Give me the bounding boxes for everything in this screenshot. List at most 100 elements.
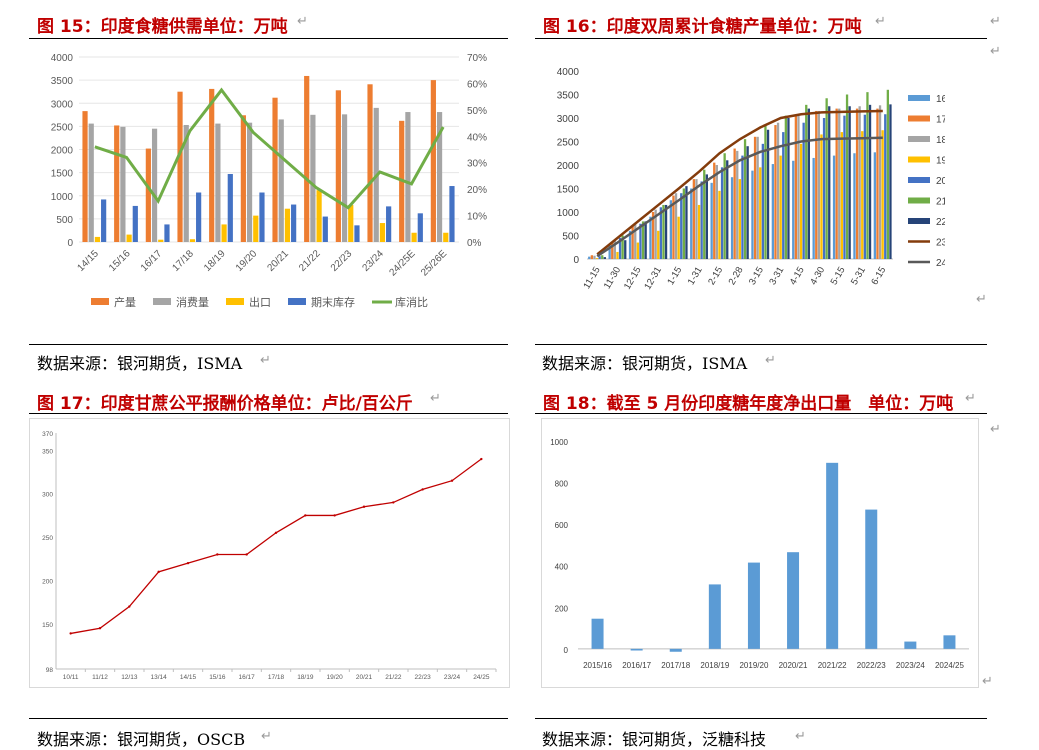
bar [774,125,777,259]
bar [603,257,606,259]
line-series [596,109,883,256]
bar [747,562,760,649]
y-tick-label: 300 [42,492,53,499]
legend-label: 库消比 [395,295,428,309]
bar [822,118,826,259]
bar [436,112,443,242]
x-tick-label: 23/24 [360,248,386,274]
bar [680,193,683,259]
x-tick-label: 17/18 [170,248,196,274]
bar [595,258,599,259]
x-tick-label: 6-15 [869,265,888,287]
x-tick-label: 5-15 [829,265,848,287]
line-series [94,87,445,210]
y-tick-label: 2500 [51,122,74,133]
bar [253,215,259,242]
fig18-chart: 0 200 400 600 800 1000 2015/16 2016/17 2017/18 20… [550,438,969,670]
bar [866,92,869,260]
data-point [216,553,219,556]
y2-tick-label: 60% [467,79,487,90]
bar [812,157,815,259]
return-mark: ↵ [990,44,1001,59]
bar [601,255,604,259]
x-tick-label: 2018/19 [700,661,729,670]
x-tick-label: 1-31 [686,265,705,287]
bar [657,230,660,259]
y2-tick-label: 20% [467,185,487,196]
y-tick-label: 3500 [51,76,74,87]
bar [703,169,706,259]
data-point [450,479,454,482]
bar [825,98,828,259]
x-tick-label: 2015/16 [583,661,612,670]
y-tick-label: 250 [42,535,53,542]
bar [782,132,785,259]
data-point [304,514,307,517]
y-tick-label: 4000 [557,67,580,78]
x-tick-label: 12/13 [121,674,138,681]
bar [272,97,278,242]
bar [848,106,851,259]
legend-label: 22/23 [936,217,945,228]
bar [853,153,856,259]
data-point [186,561,190,565]
legend-swatch [908,115,930,122]
data-point [333,514,336,517]
x-tick-label: 4-15 [788,265,807,287]
y-tick-label: 4000 [51,53,74,64]
x-tick-label: 2023/24 [896,661,925,670]
bar [304,75,310,243]
x-tick-label: 2020/21 [779,661,808,670]
y-tick-label: 2500 [557,138,580,149]
data-point [274,531,278,534]
y-tick-label: 200 [555,604,569,613]
bar [669,200,672,259]
return-mark: ↵ [765,353,776,368]
y-tick-label: 2000 [557,161,580,172]
x-tick-label: 1-15 [665,265,684,287]
bar [379,223,386,242]
data-point [69,632,72,635]
bar [682,188,685,259]
x-tick-label: 14/15 [75,248,101,274]
bar [873,152,876,259]
y-tick-label: 150 [42,622,53,629]
bar [618,237,622,259]
x-tick-label: 2021/22 [818,661,847,670]
bar [354,225,360,242]
bar [608,244,611,259]
bar [843,115,846,260]
bar [738,179,741,259]
bar [209,88,215,242]
bar [715,165,718,259]
bar [449,186,455,242]
x-tick-label: 4-30 [808,265,827,287]
fig18-title-rule [535,413,987,414]
fig15-source: 数据来源：银河期货，ISMA [37,354,243,373]
bar [828,106,831,259]
legend-label: 19/20 [936,156,945,167]
x-tick-label: 2-28 [727,265,746,287]
bar [240,115,246,242]
x-tick-label: 17/18 [268,674,285,681]
bar [753,136,757,259]
bar [659,207,662,259]
bar [639,223,642,259]
bar [943,635,956,649]
bar [766,129,770,259]
x-tick-label: 13/14 [151,674,168,681]
x-tick-label: 23/24 [444,674,461,681]
bar [708,584,721,649]
bar [826,462,839,649]
data-point [157,570,160,574]
bar [865,509,878,649]
return-mark: ↵ [260,353,271,368]
bar [692,179,695,259]
bar [838,108,841,259]
data-point [362,505,366,508]
bar [868,104,872,259]
bar [88,123,94,242]
y-tick-label: 1000 [557,208,580,219]
x-tick-label: 19/20 [327,674,344,681]
legend-swatch [226,298,244,305]
